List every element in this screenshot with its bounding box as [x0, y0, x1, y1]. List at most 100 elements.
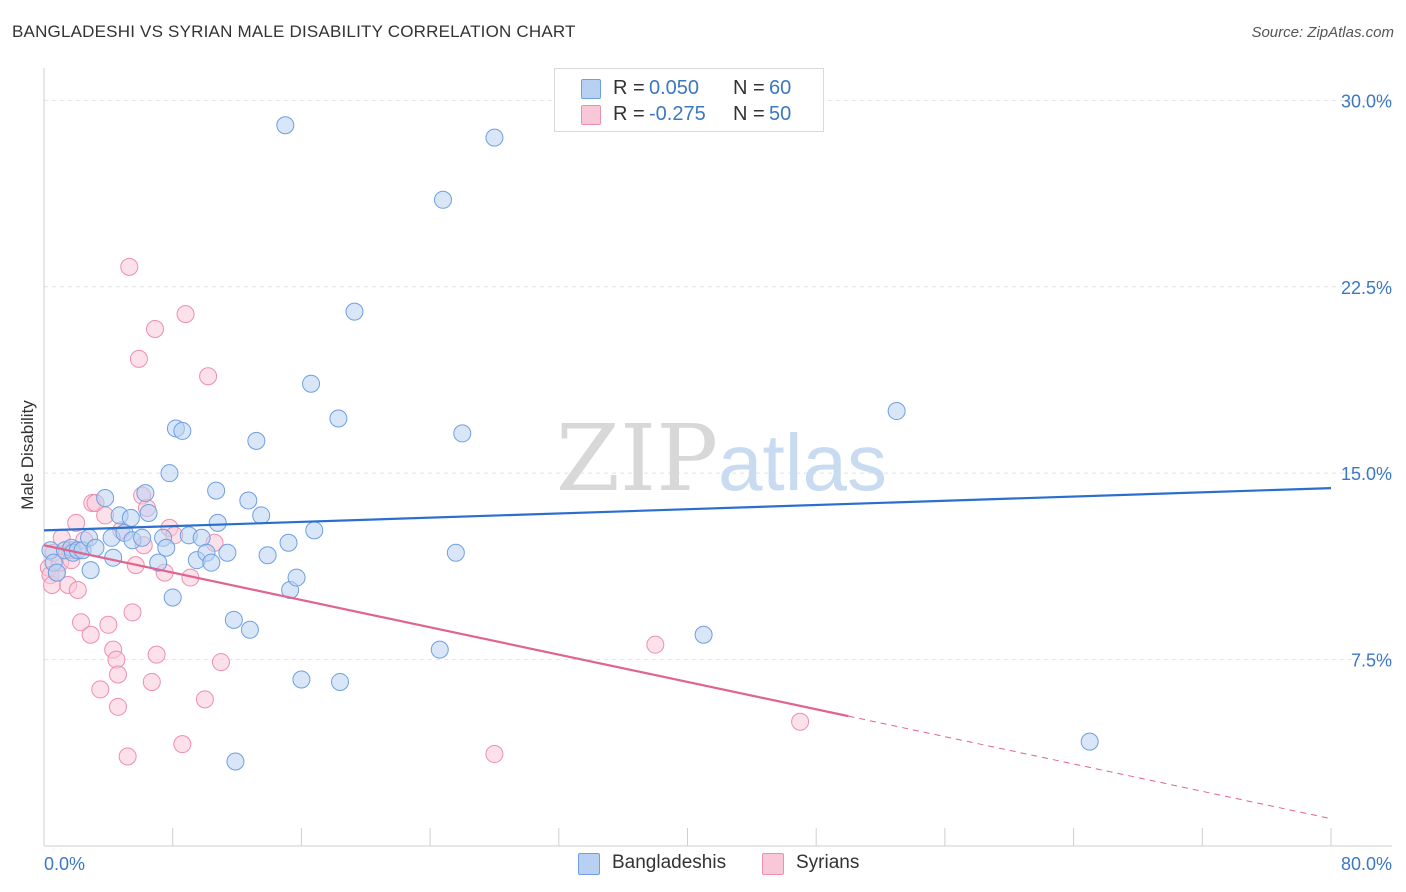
- point-bangladeshi: [192, 528, 211, 547]
- point-bangladeshi: [139, 503, 158, 522]
- point-syrian: [109, 665, 128, 684]
- x-tick-label: 0.0%: [44, 854, 85, 874]
- point-syrian: [120, 257, 139, 276]
- legend-swatch-pink: [762, 853, 784, 875]
- legend-swatch-pink: [581, 105, 601, 125]
- point-syrian: [81, 625, 100, 644]
- gridlines: [44, 99, 1392, 661]
- trend-line-extension: [848, 715, 1332, 820]
- point-syrian: [195, 690, 214, 709]
- y-tick-label: 22.5%: [1341, 278, 1392, 298]
- point-bangladeshi: [305, 521, 324, 540]
- point-bangladeshi: [433, 190, 452, 209]
- point-syrian: [646, 635, 665, 654]
- trend-line-bangladeshis: [43, 486, 1332, 532]
- point-bangladeshi: [247, 431, 266, 450]
- chart-title: BANGLADESHI VS SYRIAN MALE DISABILITY CO…: [12, 22, 576, 41]
- point-bangladeshi: [149, 553, 168, 572]
- point-syrian: [72, 613, 91, 632]
- point-syrian: [68, 581, 87, 599]
- series-legend: Bangladeshis Syrians: [0, 852, 1406, 878]
- correlation-legend: R = 0.050 N = 60 R = -0.275 N = 50: [554, 68, 824, 132]
- point-syrian: [99, 615, 118, 634]
- point-bangladeshi: [331, 672, 350, 691]
- point-bangladeshi: [136, 484, 155, 503]
- legend-n-value: 60: [769, 77, 792, 99]
- legend-r-label: R =: [613, 103, 645, 125]
- legend-row-bangladeshis: R = 0.050 N = 60: [555, 75, 823, 101]
- legend-swatch-blue: [581, 79, 601, 99]
- legend-row-syrians: R = -0.275 N = 50: [555, 101, 823, 127]
- point-syrian: [147, 645, 166, 664]
- point-syrian: [142, 672, 161, 691]
- point-bangladeshi: [207, 481, 226, 500]
- point-bangladeshi: [224, 610, 243, 629]
- point-bangladeshi: [276, 116, 295, 135]
- point-bangladeshi: [453, 424, 472, 443]
- point-syrian: [199, 367, 218, 386]
- point-bangladeshi: [430, 640, 449, 659]
- legend-r-label: R =: [613, 77, 645, 99]
- y-tick-label: 15.0%: [1341, 464, 1392, 484]
- point-bangladeshi: [208, 513, 227, 532]
- point-bangladeshi: [345, 302, 364, 321]
- source-label: Source: ZipAtlas.com: [1251, 24, 1394, 41]
- legend-n-value: 50: [769, 103, 792, 125]
- point-bangladeshi: [173, 421, 192, 440]
- legend-n-label: N =: [733, 103, 765, 125]
- watermark-zip: ZIP: [556, 405, 718, 512]
- point-bangladeshi: [133, 528, 152, 547]
- point-syrian: [91, 680, 110, 699]
- point-syrian: [107, 650, 126, 669]
- point-syrian: [67, 513, 86, 532]
- watermark-atlas: atlas: [718, 418, 887, 507]
- trend-line-syrians: [43, 544, 849, 718]
- point-syrian: [176, 305, 195, 324]
- point-bangladeshi: [218, 543, 237, 562]
- legend-label-syrians: Syrians: [796, 852, 860, 873]
- point-syrian: [109, 697, 128, 716]
- point-bangladeshi: [258, 546, 277, 565]
- point-bangladeshi: [96, 489, 115, 508]
- axes: [43, 68, 1392, 847]
- y-tick-label: 30.0%: [1341, 91, 1392, 111]
- legend-n-label: N =: [733, 77, 765, 99]
- x-tick-labels: 0.0% 80.0%: [44, 854, 1392, 874]
- point-bangladeshi: [694, 625, 713, 644]
- point-bangladeshi: [446, 543, 465, 562]
- point-bangladeshi: [121, 508, 140, 527]
- point-bangladeshi: [160, 464, 179, 483]
- legend-r-value: 0.050: [649, 77, 700, 99]
- point-syrian: [146, 320, 165, 339]
- point-bangladeshi: [485, 128, 504, 147]
- point-syrian: [791, 712, 810, 731]
- point-syrian: [118, 747, 137, 766]
- point-bangladeshi: [226, 752, 245, 771]
- legend-r-value: -0.275: [649, 103, 706, 125]
- point-bangladeshi: [239, 491, 258, 510]
- point-bangladeshi: [47, 563, 66, 582]
- point-bangladeshi: [302, 374, 321, 393]
- point-syrian: [129, 349, 148, 368]
- point-bangladeshi: [86, 538, 105, 557]
- legend-label-bangladeshis: Bangladeshis: [612, 852, 727, 873]
- point-bangladeshi: [279, 533, 298, 552]
- point-syrian: [485, 745, 504, 764]
- point-syrian: [211, 653, 230, 672]
- legend-swatch-blue: [578, 853, 600, 875]
- y-tick-label: 7.5%: [1351, 651, 1392, 671]
- point-bangladeshi: [1080, 732, 1099, 751]
- point-bangladeshi: [329, 409, 348, 428]
- point-syrian: [123, 603, 142, 622]
- x-tick-label: 80.0%: [1341, 854, 1392, 874]
- point-bangladeshi: [292, 670, 311, 689]
- point-bangladeshi: [240, 620, 259, 639]
- point-bangladeshi: [157, 538, 176, 557]
- point-bangladeshi: [887, 402, 906, 421]
- series-bangladeshis: [41, 116, 1099, 771]
- y-tick-labels: 7.5% 15.0% 22.5% 30.0%: [1341, 91, 1392, 670]
- point-syrian: [173, 735, 192, 754]
- point-bangladeshi: [81, 561, 100, 580]
- point-bangladeshi: [252, 506, 271, 525]
